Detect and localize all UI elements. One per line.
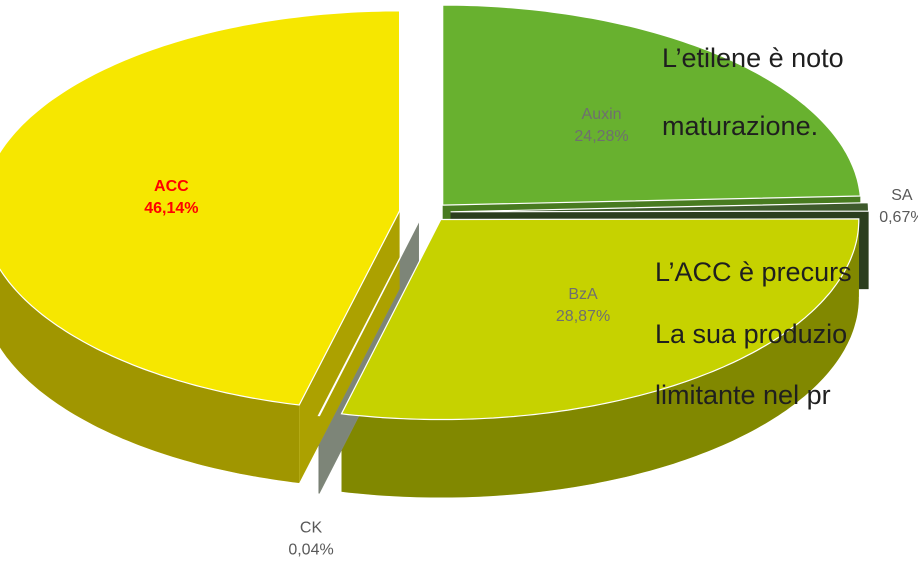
value-label: 28,87% [556, 308, 610, 325]
slice [442, 4, 861, 206]
annotation: La sua produzio [655, 319, 847, 349]
slice [340, 218, 860, 421]
annotation: limitante nel pr [655, 380, 831, 410]
slice [317, 221, 420, 417]
category-label: Auxin [582, 106, 622, 123]
value-label: 0,04% [288, 541, 333, 558]
annotation: L’etilene è noto [662, 43, 844, 73]
slice [0, 10, 401, 406]
slice-shade [341, 219, 859, 498]
annotation: L’ACC è precurs [655, 257, 852, 287]
value-label: 24,28% [574, 128, 628, 145]
value-label: 46,14% [144, 200, 198, 217]
slice-shade [299, 210, 400, 484]
slice-side [341, 219, 859, 498]
annotation: maturazione. [662, 111, 818, 141]
category-label: CK [300, 519, 323, 536]
category-label: BzA [568, 286, 598, 303]
value-label: 0,67% [879, 209, 918, 226]
slice-shade [0, 269, 300, 483]
slice-face [299, 210, 400, 484]
slice-side [0, 269, 300, 483]
category-label: ACC [154, 178, 189, 195]
category-label: SA [891, 187, 913, 204]
slice [450, 202, 870, 213]
